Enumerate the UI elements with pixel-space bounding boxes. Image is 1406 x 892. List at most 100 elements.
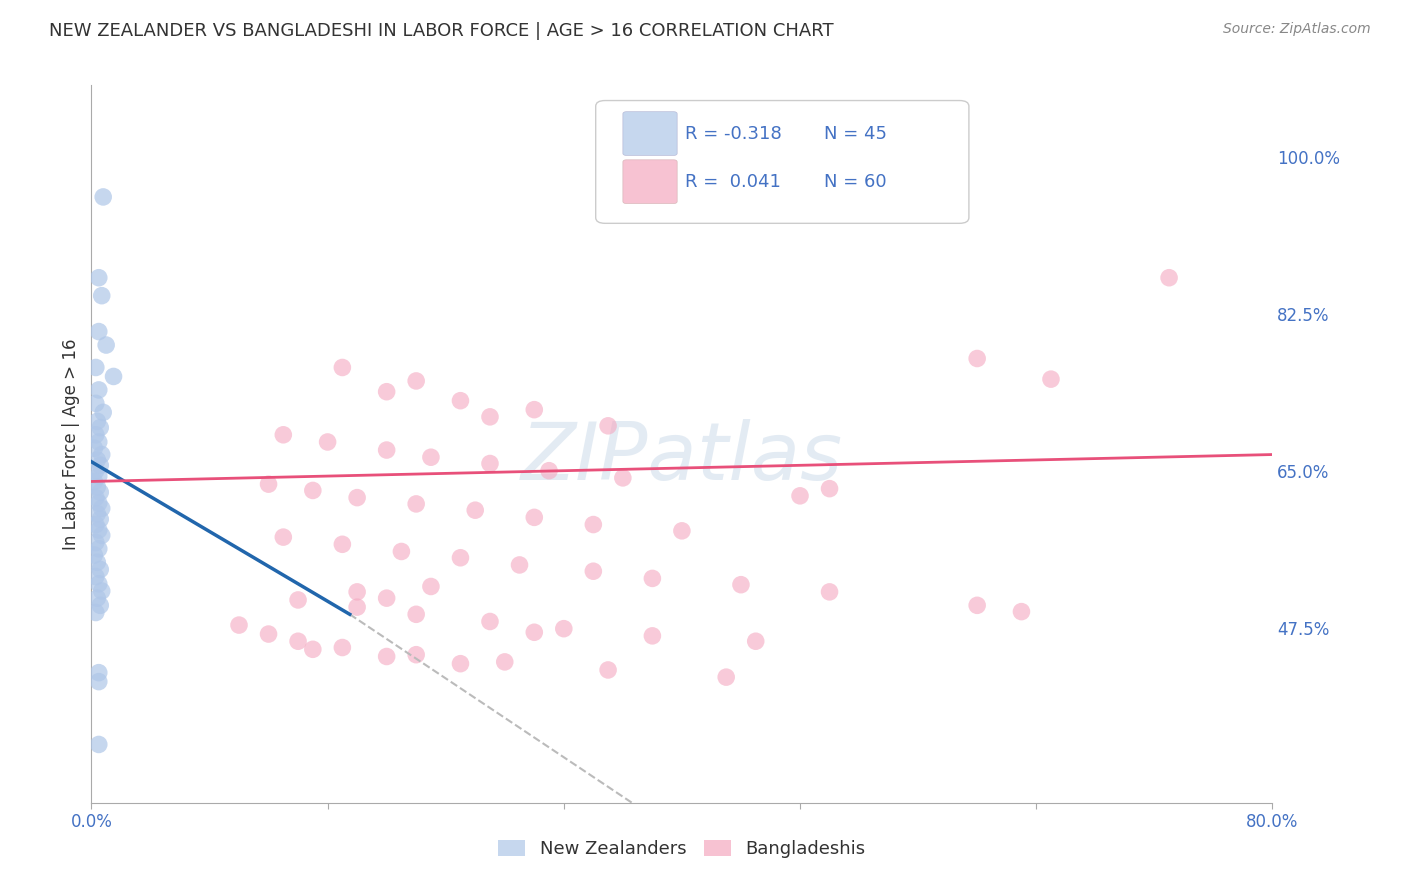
Point xyxy=(582,564,605,578)
Point xyxy=(523,510,546,524)
Point xyxy=(405,374,427,388)
Point xyxy=(87,576,110,591)
Point xyxy=(257,627,280,641)
Point xyxy=(87,738,110,752)
Point xyxy=(87,469,110,483)
Point xyxy=(332,640,354,655)
Point xyxy=(83,475,105,489)
Point xyxy=(1040,372,1063,386)
FancyBboxPatch shape xyxy=(623,160,678,203)
Point xyxy=(86,555,108,569)
Point xyxy=(89,458,111,473)
Point xyxy=(450,393,472,408)
Point xyxy=(87,665,110,680)
Point xyxy=(730,577,752,591)
FancyBboxPatch shape xyxy=(623,112,678,155)
Point xyxy=(375,649,398,664)
Point xyxy=(83,548,105,562)
Point xyxy=(87,674,110,689)
Point xyxy=(745,634,768,648)
Point xyxy=(966,351,988,366)
Point xyxy=(90,288,112,302)
Point xyxy=(84,427,107,442)
Point xyxy=(91,405,114,419)
Text: R =  0.041: R = 0.041 xyxy=(686,173,782,191)
Point xyxy=(818,482,841,496)
Point xyxy=(375,591,398,606)
Point xyxy=(84,491,107,505)
Point xyxy=(287,593,309,607)
Point xyxy=(96,338,118,352)
Point xyxy=(405,607,427,622)
Point xyxy=(478,457,502,471)
Point xyxy=(84,464,107,478)
Point xyxy=(818,585,841,599)
Point xyxy=(641,629,664,643)
Point xyxy=(87,523,110,537)
Point xyxy=(301,642,323,657)
Point xyxy=(596,663,619,677)
Point xyxy=(84,396,107,410)
Point xyxy=(553,622,575,636)
Point xyxy=(301,483,323,498)
Point xyxy=(84,535,107,549)
Point xyxy=(89,485,111,500)
Point xyxy=(89,562,111,576)
Point xyxy=(346,600,368,615)
Point xyxy=(450,550,472,565)
Text: N = 60: N = 60 xyxy=(824,173,886,191)
Point xyxy=(316,434,339,449)
Point xyxy=(346,585,368,599)
Point xyxy=(346,491,368,505)
Point xyxy=(228,618,250,632)
Point xyxy=(478,615,502,629)
Point xyxy=(671,524,693,538)
Point xyxy=(450,657,472,671)
Point xyxy=(375,384,398,399)
Point xyxy=(84,569,107,583)
Point xyxy=(89,420,111,434)
Point xyxy=(596,418,619,433)
Point xyxy=(86,507,108,521)
Text: Source: ZipAtlas.com: Source: ZipAtlas.com xyxy=(1223,22,1371,37)
Text: R = -0.318: R = -0.318 xyxy=(686,125,782,143)
Point xyxy=(789,489,811,503)
Point xyxy=(612,471,634,485)
Point xyxy=(523,625,546,640)
Point xyxy=(405,648,427,662)
Point xyxy=(273,427,295,442)
Point xyxy=(419,579,441,593)
Point xyxy=(257,477,280,491)
Point xyxy=(84,606,107,620)
Point xyxy=(273,530,295,544)
Legend: New Zealanders, Bangladeshis: New Zealanders, Bangladeshis xyxy=(491,833,873,865)
Point xyxy=(478,409,502,424)
Point xyxy=(90,448,112,462)
Point xyxy=(87,541,110,556)
Point xyxy=(714,670,737,684)
Point xyxy=(84,360,107,375)
Point xyxy=(86,480,108,494)
Point xyxy=(1010,605,1032,619)
Point xyxy=(419,450,441,465)
Point xyxy=(89,599,111,613)
Point xyxy=(389,544,413,558)
Point xyxy=(91,190,114,204)
Point xyxy=(1159,270,1181,285)
Point xyxy=(90,501,112,516)
Point xyxy=(509,558,531,572)
FancyBboxPatch shape xyxy=(596,101,969,223)
Point xyxy=(87,434,110,449)
Point xyxy=(87,270,110,285)
Point xyxy=(405,497,427,511)
Point xyxy=(537,464,560,478)
Text: ZIPatlas: ZIPatlas xyxy=(520,419,844,497)
Point xyxy=(87,383,110,397)
Point xyxy=(86,414,108,428)
Point xyxy=(375,443,398,458)
Text: NEW ZEALANDER VS BANGLADESHI IN LABOR FORCE | AGE > 16 CORRELATION CHART: NEW ZEALANDER VS BANGLADESHI IN LABOR FO… xyxy=(49,22,834,40)
Point xyxy=(84,517,107,532)
Point xyxy=(523,402,546,417)
Point xyxy=(83,442,105,456)
Point xyxy=(89,512,111,526)
